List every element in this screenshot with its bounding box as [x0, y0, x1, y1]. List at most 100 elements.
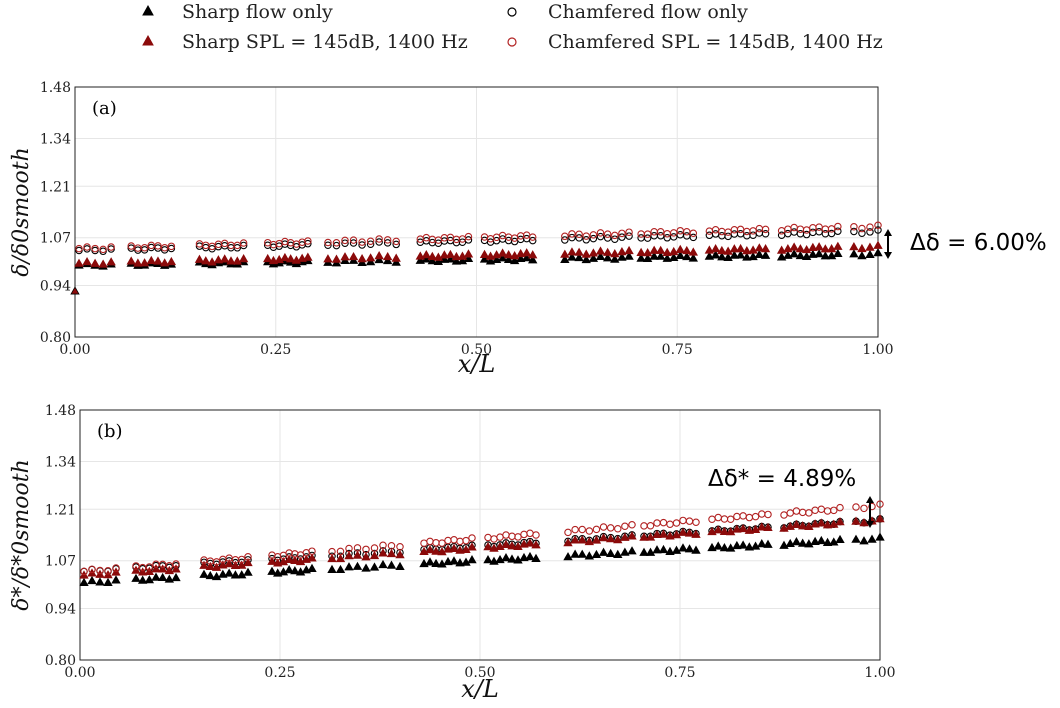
- data-point: [857, 243, 867, 253]
- data-point: [780, 511, 788, 519]
- data-point: [652, 545, 662, 554]
- data-point: [70, 286, 80, 295]
- y-tick-label: 1.07: [40, 231, 71, 247]
- data-point: [578, 525, 586, 534]
- data-point: [392, 240, 400, 249]
- data-point: [365, 253, 376, 262]
- data-point: [457, 256, 468, 265]
- data-point: [610, 248, 620, 258]
- data-point: [396, 543, 404, 551]
- data-point: [307, 553, 317, 562]
- data-point: [858, 224, 866, 233]
- data-point: [624, 251, 634, 260]
- data-point: [662, 253, 672, 262]
- data-point: [795, 244, 806, 253]
- data-point: [104, 567, 112, 575]
- data-point: [224, 568, 234, 577]
- series-4: [75, 221, 882, 254]
- data-point: [606, 524, 615, 532]
- data-point: [564, 528, 572, 537]
- data-point: [642, 248, 653, 257]
- data-point: [153, 256, 163, 265]
- data-point: [237, 560, 247, 569]
- data-point: [307, 563, 317, 573]
- data-point: [507, 541, 517, 550]
- data-point: [432, 539, 440, 547]
- data-point: [445, 249, 456, 259]
- data-point: [160, 243, 169, 252]
- data-point: [791, 537, 802, 546]
- data-point: [602, 247, 613, 256]
- x-tick-label: 0.75: [662, 342, 693, 358]
- data-point: [349, 236, 358, 244]
- data-point: [455, 545, 465, 554]
- data-point: [704, 245, 715, 254]
- data-point: [501, 539, 511, 549]
- data-point: [490, 535, 498, 543]
- data-point: [858, 229, 866, 238]
- x-tick-label: 0.25: [264, 665, 295, 681]
- data-point: [157, 572, 168, 582]
- data-point: [829, 537, 839, 546]
- data-point: [362, 545, 370, 554]
- data-point: [624, 245, 634, 255]
- data-point: [238, 254, 249, 263]
- data-point: [581, 254, 591, 264]
- data-point: [725, 543, 736, 552]
- data-point: [711, 225, 720, 234]
- data-point: [233, 244, 242, 252]
- data-point: [144, 575, 155, 584]
- data-point: [461, 544, 471, 554]
- data-point: [643, 234, 652, 242]
- data-point: [724, 232, 732, 241]
- data-point: [358, 238, 366, 246]
- data-point: [213, 255, 224, 264]
- data-point: [620, 532, 630, 541]
- data-point: [513, 555, 523, 564]
- data-point: [87, 575, 97, 585]
- data-point: [501, 553, 511, 562]
- data-point: [805, 509, 813, 517]
- data-point: [645, 547, 656, 556]
- data-point: [592, 525, 601, 534]
- data-point: [220, 254, 230, 263]
- data-point: [280, 252, 290, 262]
- x-tick-label: 1.00: [864, 665, 895, 681]
- data-point: [468, 534, 476, 542]
- data-point: [790, 223, 798, 232]
- data-point: [285, 254, 296, 263]
- data-point: [589, 231, 598, 239]
- data-point: [230, 560, 241, 569]
- data-point: [514, 533, 522, 541]
- data-point: [382, 251, 393, 261]
- data-point: [80, 567, 88, 576]
- data-point: [610, 254, 620, 263]
- data-point: [810, 519, 820, 528]
- data-point: [391, 253, 401, 262]
- data-point: [211, 562, 222, 571]
- data-point: [751, 512, 760, 521]
- data-point: [757, 522, 767, 531]
- data-point: [748, 245, 758, 254]
- data-point: [826, 251, 837, 260]
- data-point: [340, 252, 350, 261]
- data-point: [830, 506, 838, 515]
- data-point: [96, 566, 104, 575]
- data-point: [171, 572, 181, 582]
- data-point: [483, 554, 493, 564]
- data-point: [827, 229, 836, 238]
- x-axis-label: x/L: [458, 350, 496, 378]
- data-point: [620, 547, 630, 556]
- data-point: [426, 537, 434, 546]
- data-point: [331, 254, 342, 263]
- data-point: [244, 552, 252, 561]
- data-point: [352, 561, 363, 570]
- data-point: [865, 242, 875, 251]
- y-tick-label: 0.94: [45, 602, 76, 618]
- data-point: [366, 237, 375, 246]
- data-point: [798, 508, 807, 517]
- data-point: [739, 512, 747, 520]
- data-point: [224, 559, 234, 568]
- data-point: [801, 244, 812, 254]
